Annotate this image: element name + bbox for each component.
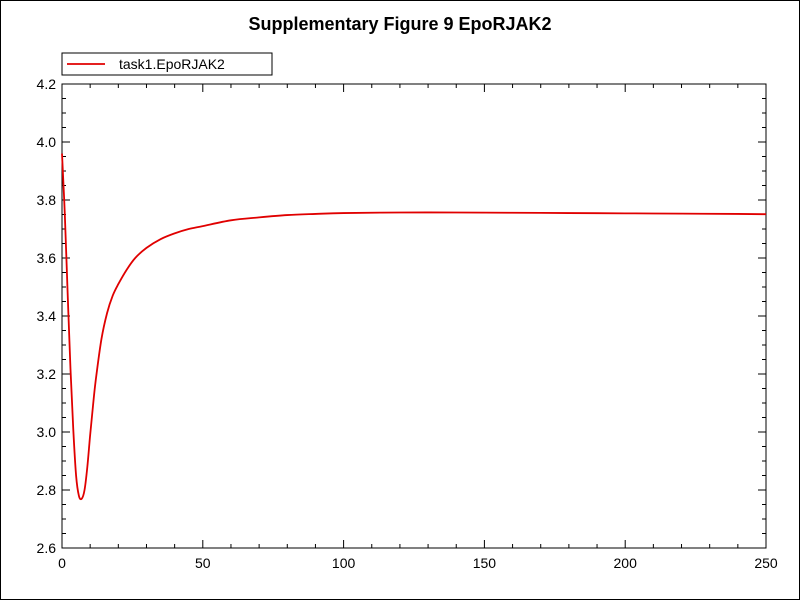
y-tick-label: 4.2 (37, 76, 57, 92)
tick-labels: 2.6 2.8 3.0 3.2 3.4 3.6 3.8 4.0 4.2 0 50 100 150 200 2… (37, 76, 778, 571)
x-tick-label: 50 (195, 555, 211, 571)
y-tick-label: 3.6 (37, 250, 57, 266)
y-tick-label: 2.8 (37, 482, 57, 498)
x-tick-label: 0 (58, 555, 66, 571)
y-tick-label: 3.4 (37, 308, 57, 324)
x-tick-label: 100 (332, 555, 356, 571)
legend-label: task1.EpoRJAK2 (119, 56, 225, 72)
x-tick-label: 250 (754, 555, 778, 571)
y-tick-label: 3.0 (37, 424, 57, 440)
y-tick-label: 3.8 (37, 192, 57, 208)
series-line-task1-eporjak2 (61, 153, 767, 501)
x-tick-label: 150 (473, 555, 497, 571)
y-tick-label: 2.6 (37, 540, 57, 556)
legend-box (61, 52, 273, 76)
x-tick-label: 200 (614, 555, 638, 571)
plot-area (61, 83, 767, 549)
y-tick-label: 4.0 (37, 134, 57, 150)
legend: task1.EpoRJAK2 (61, 52, 273, 76)
y-tick-label: 3.2 (37, 366, 57, 382)
chart-title: Supplementary Figure 9 EpoRJAK2 (248, 14, 552, 34)
